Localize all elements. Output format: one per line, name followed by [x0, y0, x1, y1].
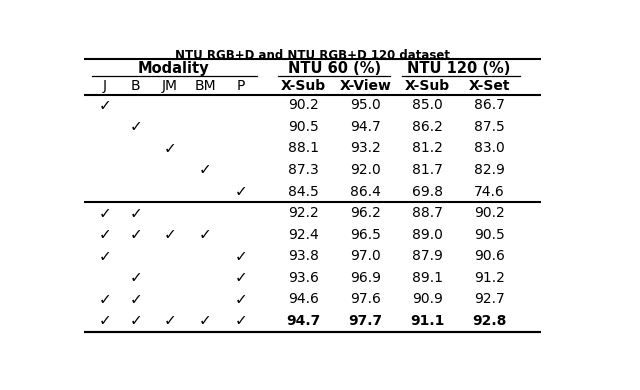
Text: 88.1: 88.1 — [288, 142, 319, 156]
Text: 97.6: 97.6 — [350, 292, 381, 307]
Text: B: B — [131, 79, 141, 93]
Text: 90.2: 90.2 — [474, 206, 504, 220]
Text: ✓: ✓ — [199, 163, 212, 177]
Text: 93.2: 93.2 — [350, 142, 381, 156]
Text: ✓: ✓ — [235, 184, 248, 199]
Text: 86.7: 86.7 — [474, 98, 504, 112]
Text: ✓: ✓ — [164, 314, 176, 328]
Text: ✓: ✓ — [129, 270, 142, 285]
Text: 94.7: 94.7 — [350, 120, 381, 134]
Text: 85.0: 85.0 — [412, 98, 443, 112]
Text: ✓: ✓ — [99, 292, 111, 307]
Text: 92.4: 92.4 — [288, 228, 319, 242]
Text: 92.0: 92.0 — [350, 163, 381, 177]
Text: 97.7: 97.7 — [348, 314, 382, 328]
Text: ✓: ✓ — [129, 314, 142, 328]
Text: 96.9: 96.9 — [349, 271, 381, 285]
Text: 81.2: 81.2 — [412, 142, 443, 156]
Text: ✓: ✓ — [129, 206, 142, 221]
Text: 95.0: 95.0 — [350, 98, 381, 112]
Text: 90.5: 90.5 — [288, 120, 319, 134]
Text: 87.5: 87.5 — [474, 120, 504, 134]
Text: J: J — [103, 79, 107, 93]
Text: 90.5: 90.5 — [474, 228, 504, 242]
Text: ✓: ✓ — [99, 249, 111, 264]
Text: ✓: ✓ — [99, 206, 111, 221]
Text: 69.8: 69.8 — [412, 184, 443, 199]
Text: NTU RGB+D and NTU RGB+D 120 dataset: NTU RGB+D and NTU RGB+D 120 dataset — [175, 49, 450, 62]
Text: ✓: ✓ — [129, 292, 142, 307]
Text: 87.9: 87.9 — [412, 249, 443, 263]
Text: 89.0: 89.0 — [412, 228, 443, 242]
Text: 90.6: 90.6 — [474, 249, 504, 263]
Text: 88.7: 88.7 — [412, 206, 443, 220]
Text: X-View: X-View — [339, 79, 391, 93]
Text: 93.6: 93.6 — [288, 271, 319, 285]
Text: 74.6: 74.6 — [474, 184, 504, 199]
Text: NTU 60 (%): NTU 60 (%) — [287, 61, 381, 76]
Text: 96.2: 96.2 — [350, 206, 381, 220]
Text: 90.2: 90.2 — [288, 98, 319, 112]
Text: 91.1: 91.1 — [410, 314, 444, 328]
Text: X-Sub: X-Sub — [280, 79, 326, 93]
Text: ✓: ✓ — [99, 227, 111, 242]
Text: 84.5: 84.5 — [288, 184, 319, 199]
Text: ✓: ✓ — [129, 119, 142, 135]
Text: 94.7: 94.7 — [286, 314, 321, 328]
Text: 86.4: 86.4 — [350, 184, 381, 199]
Text: ✓: ✓ — [235, 314, 248, 328]
Text: ✓: ✓ — [164, 141, 176, 156]
Text: ✓: ✓ — [164, 227, 176, 242]
Text: ✓: ✓ — [235, 249, 248, 264]
Text: 86.2: 86.2 — [412, 120, 443, 134]
Text: 92.8: 92.8 — [472, 314, 506, 328]
Text: 94.6: 94.6 — [288, 292, 319, 307]
Text: 90.9: 90.9 — [412, 292, 443, 307]
Text: P: P — [237, 79, 245, 93]
Text: 89.1: 89.1 — [412, 271, 443, 285]
Text: ✓: ✓ — [199, 314, 212, 328]
Text: 92.2: 92.2 — [288, 206, 319, 220]
Text: JM: JM — [162, 79, 178, 93]
Text: 93.8: 93.8 — [288, 249, 319, 263]
Text: Modality: Modality — [137, 61, 209, 76]
Text: 92.7: 92.7 — [474, 292, 504, 307]
Text: ✓: ✓ — [129, 227, 142, 242]
Text: ✓: ✓ — [199, 227, 212, 242]
Text: ✓: ✓ — [235, 292, 248, 307]
Text: 81.7: 81.7 — [412, 163, 443, 177]
Text: BM: BM — [195, 79, 216, 93]
Text: 87.3: 87.3 — [288, 163, 319, 177]
Text: 83.0: 83.0 — [474, 142, 504, 156]
Text: 82.9: 82.9 — [474, 163, 504, 177]
Text: X-Sub: X-Sub — [404, 79, 450, 93]
Text: 96.5: 96.5 — [350, 228, 381, 242]
Text: X-Set: X-Set — [468, 79, 510, 93]
Text: NTU 120 (%): NTU 120 (%) — [406, 61, 510, 76]
Text: ✓: ✓ — [99, 314, 111, 328]
Text: 97.0: 97.0 — [350, 249, 381, 263]
Text: ✓: ✓ — [235, 270, 248, 285]
Text: 91.2: 91.2 — [474, 271, 504, 285]
Text: ✓: ✓ — [99, 98, 111, 113]
